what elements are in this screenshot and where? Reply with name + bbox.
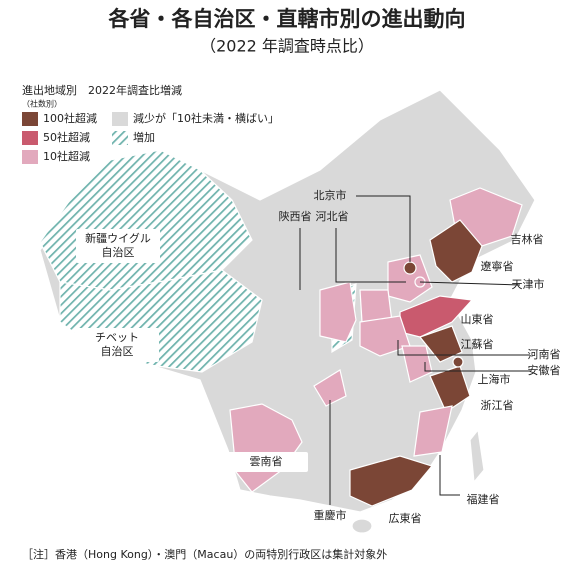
region-label: 福建省: [467, 492, 500, 506]
region-label: 雲南省: [250, 455, 283, 468]
region-label: 吉林省: [511, 232, 544, 246]
label-box: [75, 328, 159, 362]
region: [452, 356, 464, 368]
legend-swatch: [22, 131, 38, 145]
legend-label: 減少が「10社未満・横ばい」: [133, 111, 279, 125]
region-label: 河南省: [528, 348, 561, 361]
region-label: 江蘇省: [461, 338, 494, 351]
region-label: 遼寧省: [481, 259, 514, 273]
region-label: チベット: [95, 331, 139, 344]
region-label: 広東省: [389, 512, 422, 525]
legend-swatch: [112, 131, 128, 145]
legend: 進出地域別 2022年調査比増減 （社数別） 100社超減 50社超減 10社超減 減…: [22, 83, 279, 164]
legend-unit: （社数別）: [22, 99, 62, 109]
region: [403, 261, 417, 275]
label-box: [76, 229, 160, 263]
region: [429, 365, 471, 413]
region: [319, 281, 357, 343]
note: ［注］香港（Hong Kong）・澳門（Macau）の両特別行政区は集計対象外: [22, 547, 387, 561]
title: 各省・各自治区・直轄市別の進出動向: [108, 7, 466, 31]
region: [313, 369, 347, 407]
legend-label: 50社超減: [43, 130, 90, 144]
region: [349, 455, 434, 507]
region-label: 安徽省: [528, 363, 561, 377]
region-label: 陝西省: [279, 210, 312, 223]
legend-swatch: [112, 112, 128, 126]
region: [429, 219, 483, 283]
region-label: 自治区: [102, 245, 135, 259]
region-label: 河北省: [316, 210, 349, 223]
leader-lines: [299, 195, 530, 505]
regions: [39, 89, 536, 534]
legend-label: 増加: [133, 131, 155, 144]
legend-swatch: [22, 150, 38, 164]
region-label: 新疆ウイグル: [85, 231, 151, 245]
region-label: 山東省: [461, 313, 494, 326]
label-box: [224, 452, 308, 472]
legend-title: 進出地域別 2022年調査比増減: [22, 83, 182, 97]
region: [418, 325, 463, 363]
region: [469, 428, 485, 484]
region: [413, 405, 453, 457]
region-label: 天津市: [512, 277, 545, 291]
region-label: 上海市: [478, 372, 511, 386]
legend-swatch: [22, 112, 38, 126]
region-label: 自治区: [101, 344, 134, 358]
region: [351, 518, 373, 534]
region-label: 重慶市: [314, 508, 347, 522]
region-label: 浙江省: [481, 399, 514, 412]
subtitle: （2022 年調査時点比）: [200, 37, 374, 56]
region-label: 北京市: [314, 188, 347, 202]
legend-label: 10社超減: [43, 149, 90, 163]
legend-label: 100社超減: [43, 111, 97, 125]
region: [39, 149, 253, 291]
region: [359, 289, 393, 323]
